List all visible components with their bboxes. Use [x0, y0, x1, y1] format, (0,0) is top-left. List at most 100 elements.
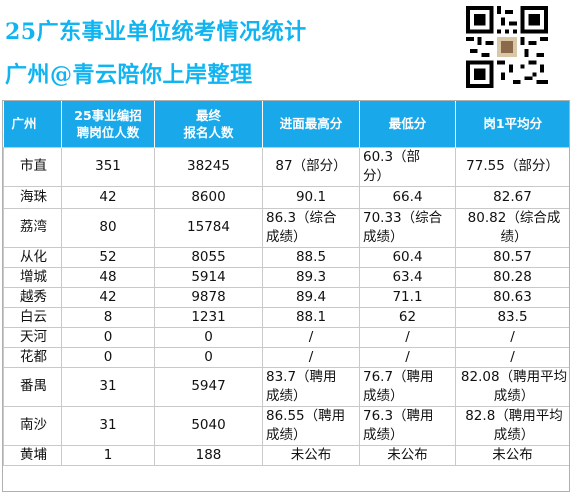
cell-positions: 42 [61, 185, 155, 209]
cell-positions: 80 [61, 207, 155, 248]
cell-max-score: 未公布 [262, 444, 360, 466]
cell-max-score: / [262, 326, 360, 348]
cell-positions: 31 [61, 366, 155, 407]
cell-applicants: 8055 [154, 246, 263, 268]
cell-min-score: 未公布 [359, 444, 456, 466]
cell-positions: 8 [61, 306, 155, 328]
stats-table: 广州 25事业编招 聘岗位人数 最终 报名人数 进面最高分 最低分 岗1平均分 市直… [3, 101, 570, 466]
cell-positions: 1 [61, 444, 155, 466]
cell-district: 海珠 [3, 185, 62, 209]
table-row: 市直 351 38245 87（部分） 60.3（部 分） 77.55（部分） [3, 146, 570, 187]
header-applicants-l2: 报名人数 [183, 124, 234, 140]
cell-avg-score: 82.67 [455, 185, 570, 209]
table-row: 番禺 31 5947 83.7（聘用 成绩） 76.7（聘用 成绩） 82.08（聘用平均 成绩… [3, 366, 570, 407]
cell-min-score: 76.7（聘用 成绩） [359, 366, 456, 407]
title-banner: 25广东事业单位统考情况统计 广州@青云陪你上岸整理 [0, 0, 572, 100]
cell-min-score: 70.33（综合 成绩） [359, 207, 456, 248]
cell-min-score: / [359, 326, 456, 348]
cell-min-score: 71.1 [359, 286, 456, 308]
cell-positions: 42 [61, 286, 155, 308]
cell-avg-score: 未公布 [455, 444, 570, 466]
cell-district: 从化 [3, 246, 62, 268]
cell-avg-score: 80.82（综合成 绩） [455, 207, 570, 248]
header-min-score: 最低分 [359, 101, 456, 147]
header-applicants: 最终 报名人数 [154, 101, 263, 147]
cell-avg-score: 80.57 [455, 246, 570, 268]
cell-applicants: 5040 [154, 405, 263, 446]
cell-positions: 351 [61, 146, 155, 187]
cell-positions: 0 [61, 326, 155, 348]
cell-avg-score: 82.08（聘用平均 成绩） [455, 366, 570, 407]
cell-applicants: 9878 [154, 286, 263, 308]
table-row: 从化 52 8055 88.5 60.4 80.57 [3, 246, 570, 268]
header-applicants-l1: 最终 [195, 107, 221, 123]
cell-applicants: 1231 [154, 306, 263, 328]
cell-avg-score: / [455, 346, 570, 368]
cell-min-score: 76.3（聘用 成绩） [359, 405, 456, 446]
cell-min-score: 62 [359, 306, 456, 328]
header-avg-score: 岗1平均分 [455, 101, 570, 147]
cell-avg-score: 80.63 [455, 286, 570, 308]
cell-avg-score: / [455, 326, 570, 348]
cell-max-score: 88.5 [262, 246, 360, 268]
table-row: 海珠 42 8600 90.1 66.4 82.67 [3, 185, 570, 209]
cell-min-score: 60.4 [359, 246, 456, 268]
table-row: 增城 48 5914 89.3 63.4 80.28 [3, 266, 570, 288]
cell-applicants: 0 [154, 346, 263, 368]
cell-positions: 52 [61, 246, 155, 268]
table-row: 花都 0 0// / [3, 346, 570, 368]
cell-district: 花都 [3, 346, 62, 368]
cell-district: 荔湾 [3, 207, 62, 248]
cell-applicants: 188 [154, 444, 263, 466]
cell-avg-score: 82.8（聘用平均 成绩） [455, 405, 570, 446]
table-row: 南沙 31 5040 86.55（聘用 成绩） 76.3（聘用 成绩） 82.8（聘用平均 成绩… [3, 405, 570, 446]
header-positions: 25事业编招 聘岗位人数 [61, 101, 155, 147]
cell-applicants: 5947 [154, 366, 263, 407]
cell-district: 白云 [3, 306, 62, 328]
cell-applicants: 15784 [154, 207, 263, 248]
table-header-row: 广州 25事业编招 聘岗位人数 最终 报名人数 进面最高分 最低分 岗1平均分 [3, 101, 570, 147]
header-positions-l1: 25事业编招 [74, 107, 142, 123]
table-row: 黄埔 1 188 未公布 未公布 未公布 [3, 444, 570, 466]
cell-max-score: 90.1 [262, 185, 360, 209]
page-title: 25广东事业单位统考情况统计 [5, 19, 307, 45]
cell-max-score: 86.55（聘用 成绩） [262, 405, 360, 446]
cell-min-score: 66.4 [359, 185, 456, 209]
qr-code-icon [466, 6, 548, 88]
cell-max-score: / [262, 346, 360, 368]
header-positions-l2: 聘岗位人数 [76, 124, 140, 140]
cell-district: 黄埔 [3, 444, 62, 466]
cell-district: 南沙 [3, 405, 62, 446]
cell-positions: 31 [61, 405, 155, 446]
cell-max-score: 89.3 [262, 266, 360, 288]
cell-applicants: 0 [154, 326, 263, 348]
cell-district: 番禺 [3, 366, 62, 407]
cell-max-score: 87（部分） [262, 146, 360, 187]
cell-min-score: 63.4 [359, 266, 456, 288]
table-row: 天河 0 0// / [3, 326, 570, 348]
table-row: 白云 8 1231 88.1 62 83.5 [3, 306, 570, 328]
cell-applicants: 8600 [154, 185, 263, 209]
cell-applicants: 5914 [154, 266, 263, 288]
cell-district: 越秀 [3, 286, 62, 308]
cell-max-score: 83.7（聘用 成绩） [262, 366, 360, 407]
cell-district: 天河 [3, 326, 62, 348]
cell-max-score: 88.1 [262, 306, 360, 328]
cell-avg-score: 83.5 [455, 306, 570, 328]
cell-district: 市直 [3, 146, 62, 187]
header-district: 广州 [3, 101, 62, 147]
cell-min-score: / [359, 346, 456, 368]
cell-avg-score: 80.28 [455, 266, 570, 288]
cell-min-score: 60.3（部 分） [359, 146, 456, 187]
cell-max-score: 86.3（综合 成绩） [262, 207, 360, 248]
cell-positions: 48 [61, 266, 155, 288]
table-row: 越秀 42 9878 89.4 71.1 80.63 [3, 286, 570, 308]
cell-avg-score: 77.55（部分） [455, 146, 570, 187]
header-max-score: 进面最高分 [262, 101, 360, 147]
cell-applicants: 38245 [154, 146, 263, 187]
page-subtitle: 广州@青云陪你上岸整理 [5, 62, 253, 88]
cell-max-score: 89.4 [262, 286, 360, 308]
table-row: 荔湾 80 15784 86.3（综合 成绩） 70.33（综合 成绩） 80.82（综合成绩… [3, 207, 570, 248]
cell-positions: 0 [61, 346, 155, 368]
cell-district: 增城 [3, 266, 62, 288]
